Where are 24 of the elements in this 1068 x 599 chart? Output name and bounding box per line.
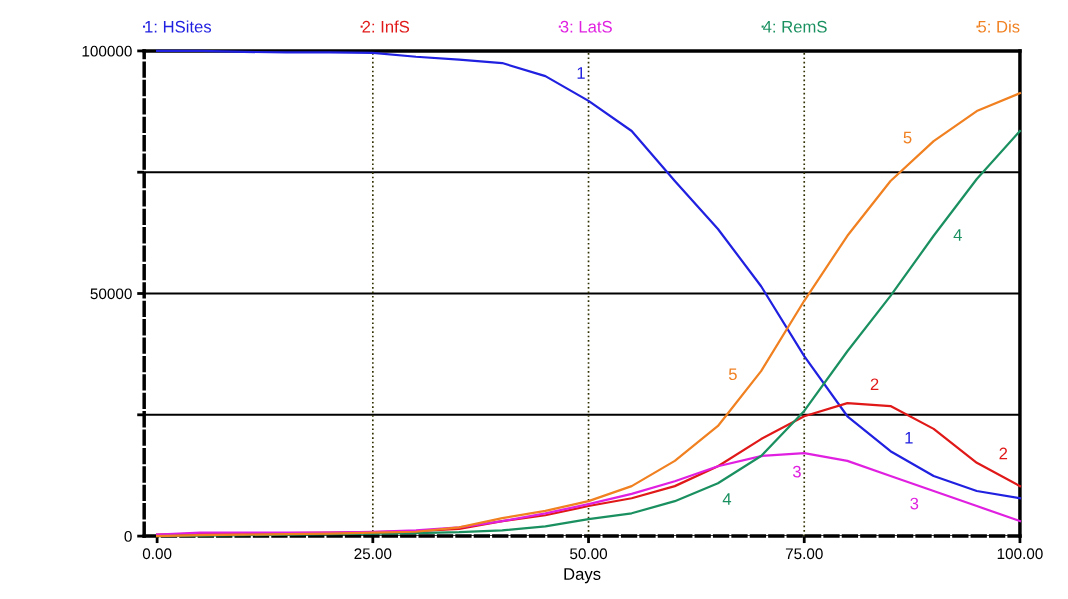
annotation: 3 xyxy=(792,465,801,478)
x-tick-label: 50.00 xyxy=(570,548,608,560)
legend-label: 5: Dis xyxy=(978,20,1020,33)
annotation: 4 xyxy=(722,493,732,505)
legend-label: 4: RemS xyxy=(763,20,827,33)
x-axis-title: Days xyxy=(564,568,601,584)
annotation: 3 xyxy=(910,497,919,510)
annotation: 2 xyxy=(870,378,879,391)
annotation: 4 xyxy=(953,229,962,241)
legend-label: 2: InfS xyxy=(362,20,410,33)
y-tick-label: 100000 xyxy=(82,45,132,57)
annotation: 5 xyxy=(728,368,737,381)
annotation: 5 xyxy=(903,131,912,144)
x-tick-label: 25.00 xyxy=(354,548,392,560)
legend-label: 1: HSites xyxy=(145,20,212,33)
legend-label: 3: LatS xyxy=(560,20,612,33)
y-tick-label: 50000 xyxy=(90,288,132,300)
annotation: 2 xyxy=(999,447,1008,460)
annotation: 1 xyxy=(577,67,585,79)
annotation: 1 xyxy=(905,432,913,444)
x-tick-label: 75.00 xyxy=(785,548,823,560)
x-tick-label: 0.00 xyxy=(142,548,172,560)
y-tick-label: 0 xyxy=(124,530,132,542)
x-tick-label: 100.00 xyxy=(997,548,1043,560)
